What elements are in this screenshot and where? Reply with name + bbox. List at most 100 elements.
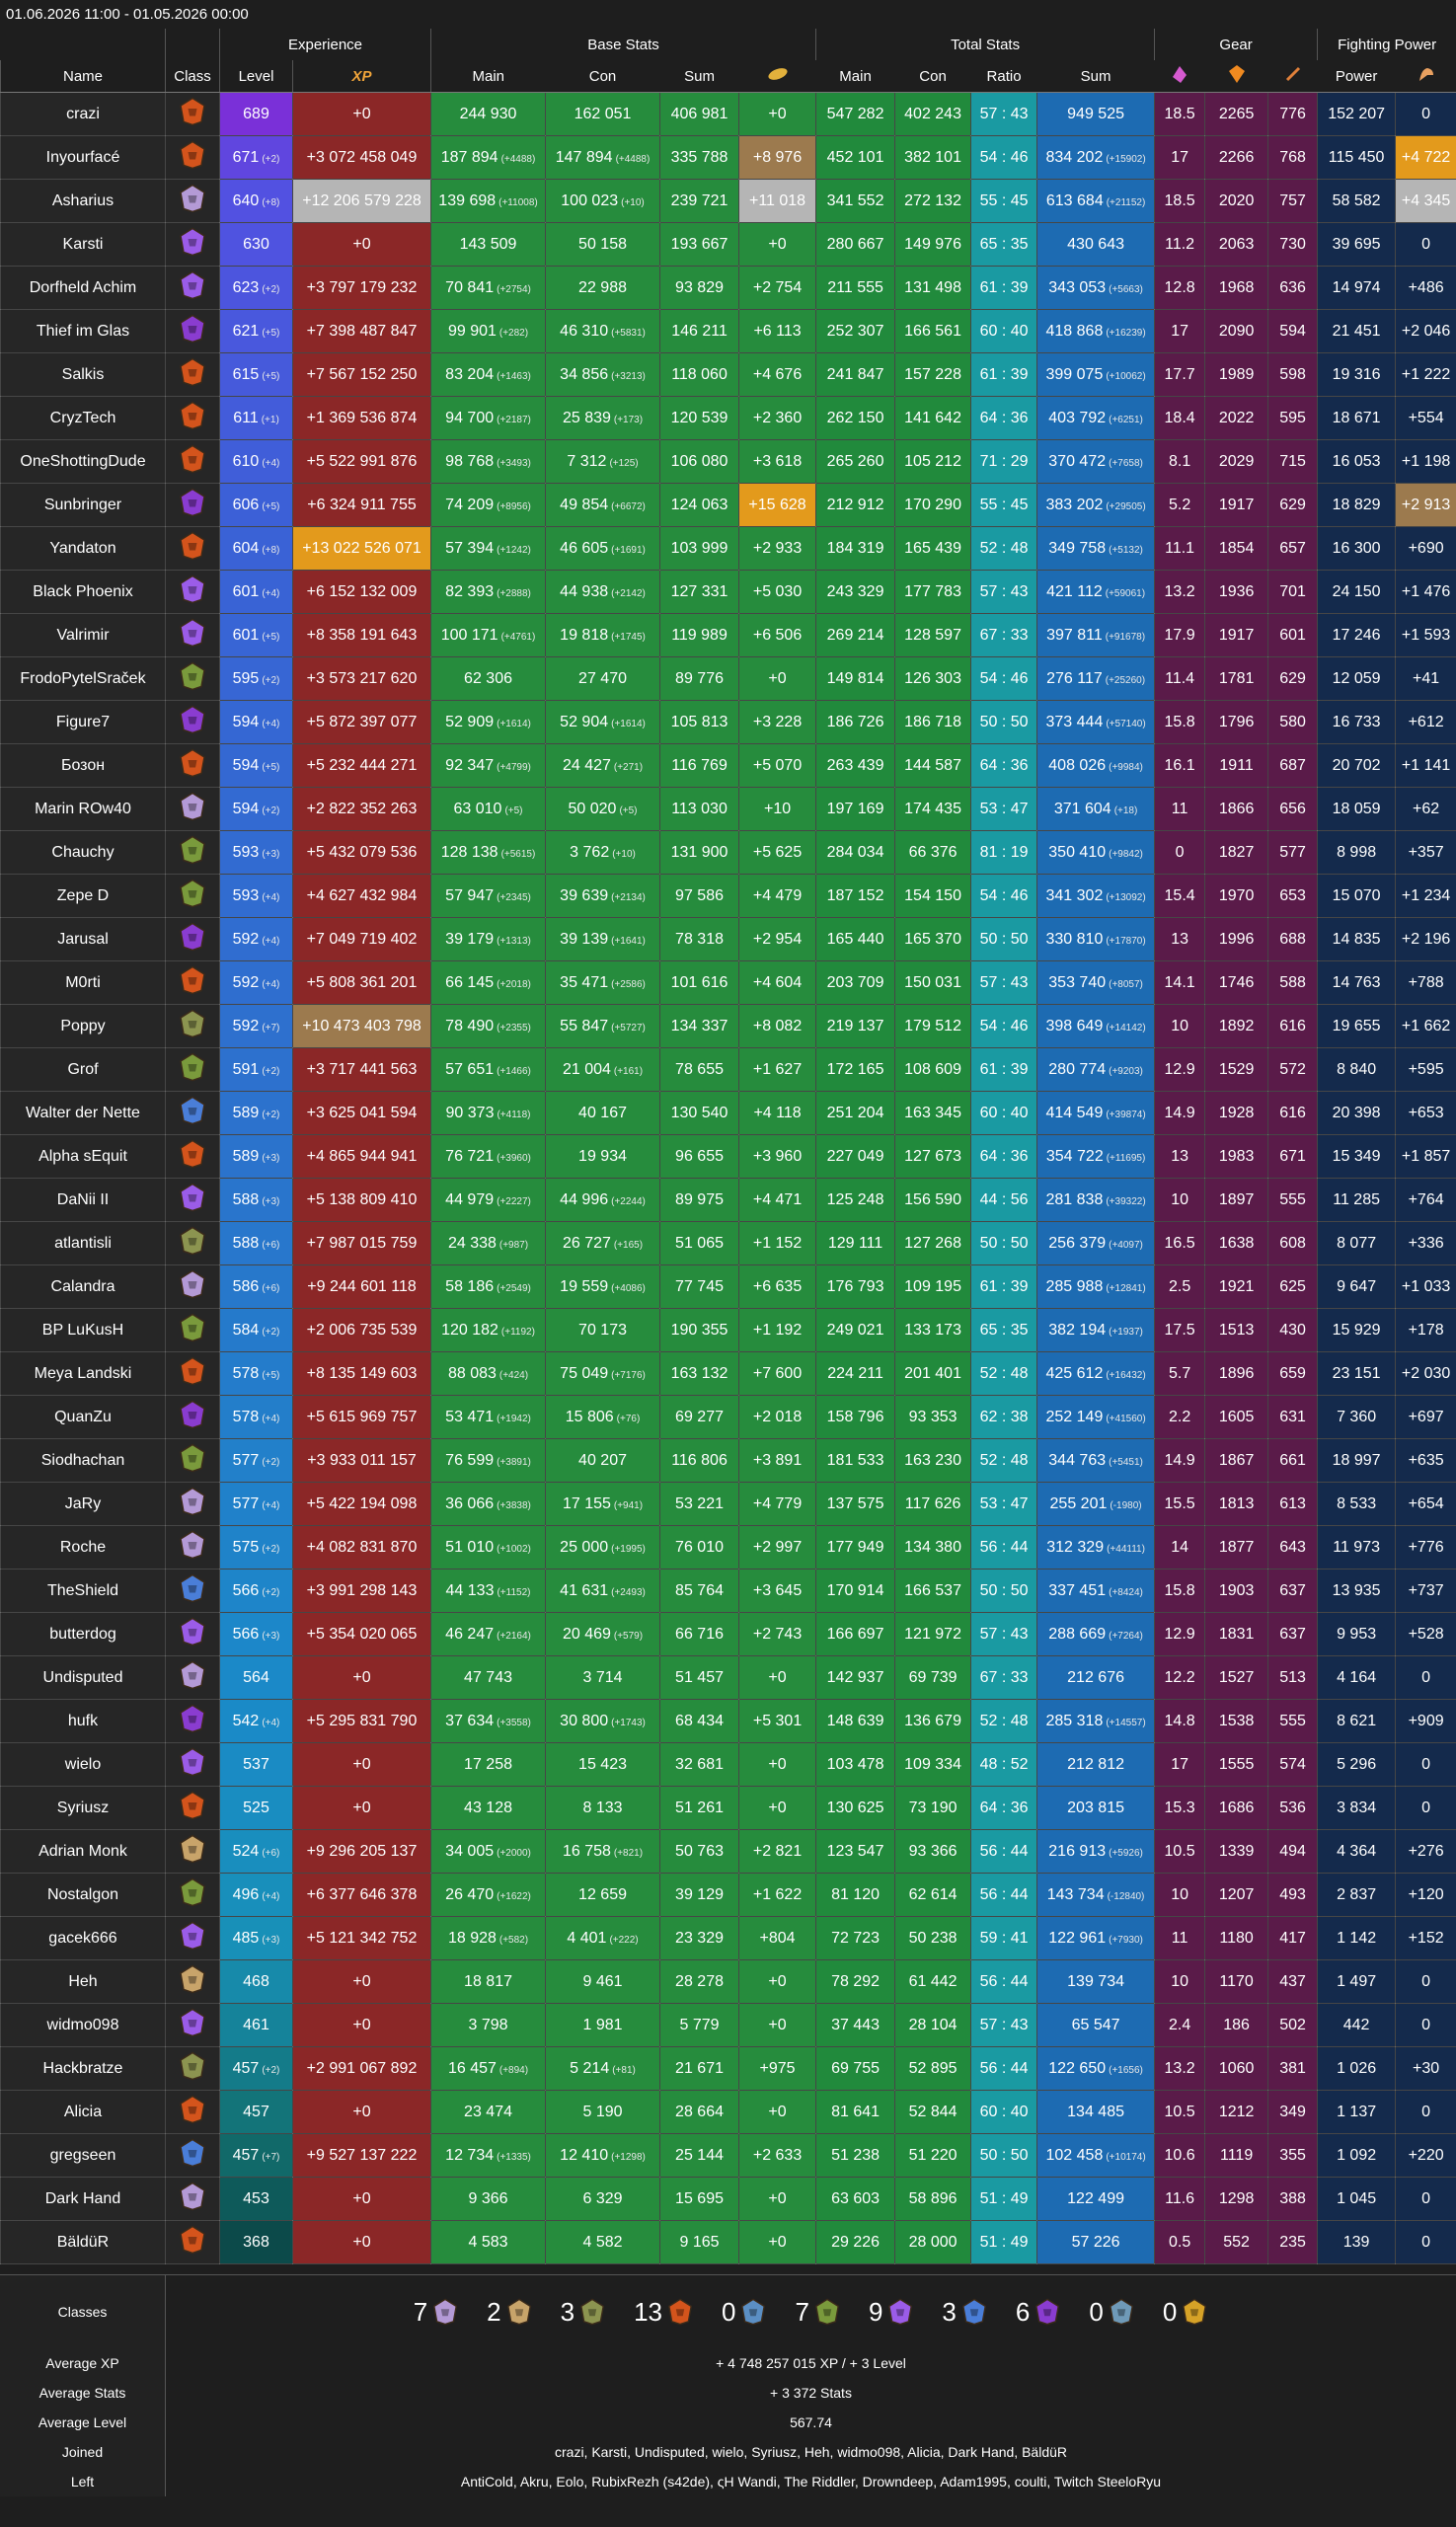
ratio: 50 : 50 [970, 2133, 1038, 2178]
base-sum: 101 616 [659, 960, 740, 1005]
base-sum: 113 030 [659, 787, 740, 831]
player-name: Sunbringer [0, 483, 166, 527]
summary-body: Classes 7 2 3 13 0 7 9 3 6 0 0 Average XP + 4 748 257… [0, 2274, 1456, 2496]
column-header[interactable]: Main [430, 60, 546, 93]
gear-1: 17.9 [1154, 613, 1206, 657]
class-cell [165, 1395, 220, 1439]
column-header[interactable] [1395, 60, 1456, 93]
column-header[interactable]: Sum [659, 60, 739, 93]
delta: (+987) [498, 1239, 529, 1251]
column-header[interactable]: Power [1317, 60, 1396, 93]
delta: (+8) [262, 196, 280, 208]
class-icon [180, 1183, 205, 1212]
class-icon [1183, 2298, 1207, 2326]
column-header[interactable]: Level [219, 60, 293, 93]
delta: (+4) [262, 1413, 280, 1424]
total-main: 197 169 [815, 787, 896, 831]
xp-gain: +0 [291, 1655, 432, 1700]
class-cell [165, 1351, 220, 1396]
gear-2: 1983 [1204, 1134, 1269, 1179]
base-con: 20 469 (+579) [545, 1612, 661, 1656]
power: 139 [1317, 2220, 1397, 2264]
player-row: Calandra 586 (+6) +9 244 601 118 58 186 (+254… [0, 1264, 1456, 1309]
total-main: 243 329 [815, 570, 896, 614]
column-header[interactable]: Ratio [970, 60, 1037, 93]
column-header[interactable]: Main [815, 60, 895, 93]
gear-3: 572 [1267, 1047, 1319, 1092]
value: 12 734 [445, 2146, 495, 2164]
class-count: 7 [795, 2297, 840, 2328]
gear-2: 1854 [1204, 526, 1269, 571]
count: 3 [942, 2296, 957, 2327]
value: 615 [232, 365, 260, 383]
xp-gain: +5 295 831 790 [291, 1699, 432, 1743]
value: 403 792 [1048, 409, 1107, 426]
total-con: 170 290 [894, 483, 972, 527]
column-header[interactable]: Con [894, 60, 971, 93]
column-header[interactable] [738, 60, 816, 93]
class-icon [180, 1009, 205, 1038]
value: 457 [232, 2146, 260, 2164]
value: 354 722 [1045, 1147, 1104, 1165]
summary-text: + 4 748 257 015 XP / + 3 Level [716, 2355, 906, 2371]
value: 26 470 [445, 1885, 495, 1903]
power-change: +1 141 [1395, 743, 1456, 788]
power: 115 450 [1317, 135, 1397, 180]
delta: (+2586) [611, 978, 646, 990]
base-sum: 131 900 [659, 830, 740, 875]
value: 41 631 [560, 1581, 609, 1599]
count: 9 [868, 2296, 883, 2327]
column-header[interactable]: Con [545, 60, 660, 93]
class-icon [180, 1096, 205, 1125]
base-main: 43 128 [430, 1786, 547, 1830]
column-header[interactable]: Sum [1036, 60, 1155, 93]
delta: (+5926) [1109, 1847, 1143, 1859]
class-count: 9 [869, 2297, 914, 2328]
total-main: 219 137 [815, 1004, 896, 1048]
xp-label: XP [351, 67, 372, 85]
total-con: 174 435 [894, 787, 972, 831]
xp-gain: +4 082 831 870 [291, 1525, 432, 1570]
delta: (+10) [612, 848, 636, 860]
delta: (+282) [498, 327, 529, 339]
level: 595 (+2) [219, 656, 293, 701]
base-sum: 66 716 [659, 1612, 740, 1656]
value: 578 [232, 1364, 260, 1382]
amber-icon [1228, 65, 1245, 83]
player-row: Syriusz 525 +0 43 128 8 133 51 261 +0 130 625 73… [0, 1786, 1456, 1830]
total-con: 51 220 [894, 2133, 972, 2178]
power-change: +554 [1395, 396, 1456, 440]
gear-3: 730 [1267, 222, 1319, 267]
class-cell [165, 874, 220, 918]
gear-2: 2090 [1204, 309, 1269, 353]
value: 252 149 [1045, 1408, 1104, 1425]
player-name: Syriusz [0, 1786, 166, 1830]
value: 57 651 [445, 1060, 495, 1078]
count: 13 [634, 2296, 663, 2327]
column-header[interactable]: Name [0, 60, 166, 93]
column-header[interactable] [1154, 60, 1205, 93]
base-main: 26 470 (+1622) [430, 1873, 547, 1917]
level: 564 [219, 1655, 293, 1700]
class-count: 13 [634, 2297, 694, 2328]
player-name: Valrimir [0, 613, 166, 657]
delta: (+44111) [1107, 1543, 1145, 1555]
gear-3: 608 [1267, 1221, 1319, 1265]
total-sum: 398 649 (+14142) [1036, 1004, 1156, 1048]
power-change: +62 [1395, 787, 1456, 831]
summary-text: 567.74 [790, 2414, 832, 2430]
column-header[interactable] [1267, 60, 1318, 93]
gear-2: 1686 [1204, 1786, 1269, 1830]
gear-2: 1903 [1204, 1569, 1269, 1613]
column-header[interactable] [1204, 60, 1268, 93]
base-con: 12 410 (+1298) [545, 2133, 661, 2178]
value: 349 758 [1048, 539, 1107, 557]
gear-3: 629 [1267, 483, 1319, 527]
date-range: 01.06.2026 11:00 - 01.05.2026 00:00 [6, 6, 249, 23]
class-cell [165, 830, 220, 875]
column-header[interactable]: XP [291, 60, 432, 93]
class-icon [180, 1356, 205, 1386]
column-header[interactable]: Class [165, 60, 220, 93]
delta: (+1002) [497, 1543, 531, 1555]
base-main: 100 171 (+4761) [430, 613, 547, 657]
